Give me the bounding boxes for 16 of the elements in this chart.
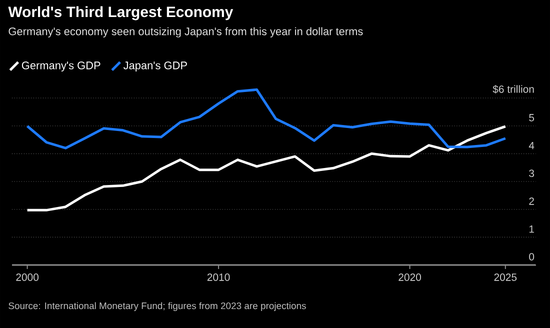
- y-tick-label: 3: [529, 170, 534, 177]
- x-tick-label: 2000: [16, 274, 39, 281]
- chart-title: World's Third Largest Economy: [8, 6, 234, 20]
- legend-label: Japan's GDP: [123, 62, 187, 72]
- y-tick-label: 4: [528, 142, 534, 150]
- source-note: Source: International Monetary Fund; figures from 2023 are projections: [8, 302, 306, 312]
- y-tick-label: 1: [529, 225, 534, 233]
- legend-label: Germany's GDP: [22, 62, 100, 72]
- chart-subtitle: Germany's economy seen outsizing Japan's from this year in dollar terms: [8, 27, 363, 38]
- x-tick-label: 2010: [207, 274, 230, 281]
- x-tick-label: 2020: [398, 274, 422, 281]
- y-tick-label: 0: [529, 253, 534, 260]
- y-tick-label: 5: [529, 114, 534, 122]
- x-tick-label: 2025: [494, 274, 517, 281]
- y-tick-label: 2: [529, 198, 534, 205]
- y-tick-label: $6 trillion: [492, 85, 534, 94]
